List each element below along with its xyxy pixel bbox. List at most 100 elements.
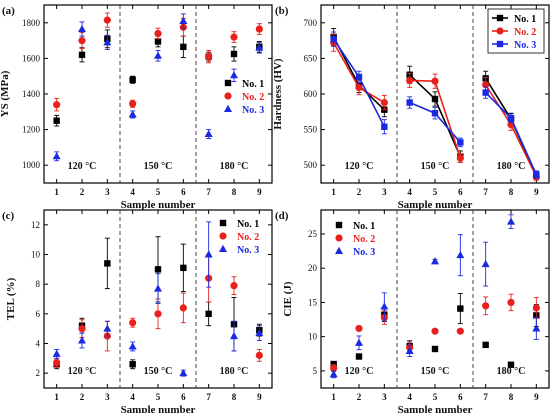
data-point (78, 24, 86, 33)
data-point (533, 171, 540, 178)
legend-label: No. 1 (237, 219, 259, 230)
legend: No. 1 No. 2 No. 3 (219, 219, 259, 256)
data-point (78, 51, 86, 59)
data-point (204, 129, 213, 138)
data-point (180, 43, 187, 51)
temperature-label: 150 °C (144, 366, 173, 377)
data-point (255, 351, 263, 359)
data-point (330, 360, 337, 368)
x-tick-label: 7 (206, 392, 211, 402)
x-tick-label: 3 (105, 392, 110, 402)
data-point (482, 302, 490, 310)
data-point (507, 361, 515, 368)
x-tick-label: 4 (130, 392, 135, 402)
series-3 (52, 221, 264, 377)
x-tick-label: 3 (382, 187, 387, 197)
x-tick-label: 1 (54, 187, 59, 197)
data-point (431, 95, 439, 103)
x-tick-label: 7 (483, 392, 488, 402)
data-point (380, 98, 388, 107)
data-point (482, 89, 489, 96)
legend-marker (335, 246, 343, 254)
x-tick-label: 3 (105, 187, 110, 197)
series-2 (53, 254, 263, 368)
legend-marker (219, 232, 227, 240)
x-tick-label: 8 (232, 187, 237, 197)
data-point (205, 310, 212, 318)
data-point (355, 353, 363, 360)
x-tick-label: 8 (232, 392, 237, 402)
data-point (78, 37, 86, 45)
x-tick-label: 4 (407, 392, 412, 402)
data-point (481, 259, 490, 268)
x-tick-label: 5 (433, 187, 438, 197)
temperature-label: 120 °C (68, 161, 97, 172)
y-tick-label: 700 (304, 18, 318, 28)
data-point (329, 370, 338, 378)
data-point (355, 73, 363, 81)
data-point (431, 77, 439, 85)
data-point (330, 35, 337, 43)
legend: No. 1 No. 2 No. 3 (335, 221, 375, 258)
y-tick-label: 8 (36, 279, 41, 289)
x-tick-label: 1 (54, 392, 59, 402)
y-axis-label: Hardness (HV) (272, 58, 284, 130)
y-tick-label: 600 (304, 89, 318, 99)
x-tick-label: 7 (206, 187, 211, 197)
legend-marker (496, 40, 504, 48)
data-point (381, 123, 388, 130)
data-point (129, 76, 136, 83)
legend-marker (224, 92, 232, 100)
y-tick-label: 1200 (22, 125, 41, 135)
data-point (205, 53, 213, 61)
legend-marker (496, 14, 504, 22)
temperature-label: 120 °C (345, 161, 374, 172)
temperature-label: 150 °C (421, 161, 450, 172)
y-tick-label: 650 (304, 53, 318, 63)
x-tick-label: 5 (156, 187, 161, 197)
data-point (154, 38, 162, 45)
data-point (431, 110, 439, 117)
y-tick-label: 20 (308, 263, 318, 273)
x-axis-label: Sample number (121, 199, 196, 211)
data-point (405, 346, 414, 355)
legend-marker (335, 221, 343, 229)
legend-label: No. 3 (242, 105, 264, 116)
data-point (53, 101, 61, 109)
legend-label: No. 2 (353, 234, 375, 245)
panel-d: 5 10 15 20 25 1 2 3 4 5 6 7 8 9 Sample number CIE (J) (d… (275, 209, 550, 413)
data-point (532, 304, 540, 312)
x-tick-label: 6 (181, 392, 186, 402)
data-point (128, 110, 137, 118)
legend-label: No. 3 (514, 40, 536, 51)
x-axis-label: Sample number (398, 199, 473, 211)
y-tick-label: 5 (313, 366, 318, 376)
data-point (128, 342, 137, 350)
temperature-label: 150 °C (144, 161, 173, 172)
x-tick-label: 6 (458, 187, 463, 197)
legend-label: No. 3 (353, 247, 375, 258)
x-axis-label: Sample number (398, 404, 473, 413)
data-point (406, 76, 414, 85)
data-point (52, 349, 61, 357)
data-point (355, 324, 363, 333)
temperature-label: 180 °C (220, 366, 249, 377)
legend-marker (224, 79, 232, 87)
legend: No. 1 No. 2 No. 3 (487, 8, 545, 54)
data-point (230, 33, 238, 41)
y-tick-label: 4 (36, 339, 41, 349)
x-tick-label: 3 (382, 392, 387, 402)
x-tick-label: 9 (534, 392, 539, 402)
x-axis-label: Sample number (121, 404, 196, 413)
x-tick-label: 5 (433, 392, 438, 402)
temperature-label: 150 °C (421, 366, 450, 377)
x-tick-label: 8 (509, 392, 514, 402)
data-point (129, 361, 136, 368)
y-tick-label: 550 (304, 125, 318, 135)
data-point (255, 25, 263, 33)
data-point (179, 304, 187, 312)
data-point (154, 51, 162, 59)
data-point (103, 16, 111, 24)
